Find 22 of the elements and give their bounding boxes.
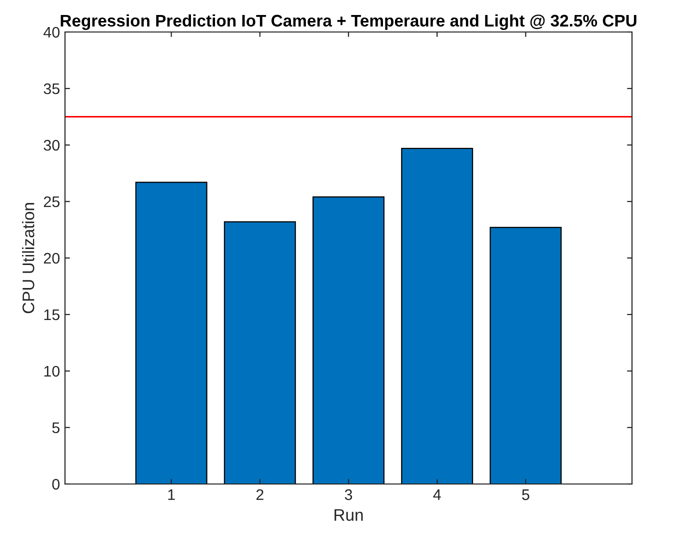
y-axis-title: CPU Utilization bbox=[22, 203, 34, 314]
y-tick-label: 40 bbox=[44, 26, 60, 38]
y-tick-label: 5 bbox=[52, 422, 60, 434]
x-tick-label: 4 bbox=[433, 489, 441, 500]
bar bbox=[490, 226, 562, 484]
y-tick-label: 10 bbox=[44, 366, 60, 377]
y-tick-label: 35 bbox=[44, 83, 60, 94]
x-tick-label: 5 bbox=[522, 489, 530, 500]
bar bbox=[224, 221, 296, 484]
y-tick-label: 20 bbox=[44, 252, 60, 264]
x-tick-label: 3 bbox=[344, 489, 352, 500]
x-tick-label: 2 bbox=[256, 489, 264, 500]
chart-title: Regression Prediction IoT Camera + Temperaure and Light @ 32.5% CPU bbox=[60, 14, 636, 30]
y-tick-label: 30 bbox=[44, 140, 60, 151]
y-tick-label: 15 bbox=[44, 310, 60, 320]
bar bbox=[312, 196, 384, 484]
y-tick-label: 25 bbox=[44, 196, 60, 208]
x-axis-title: Run bbox=[334, 509, 363, 521]
x-tick-label: 1 bbox=[168, 489, 175, 500]
bar bbox=[135, 182, 208, 484]
y-tick-label: 0 bbox=[52, 478, 60, 490]
bar bbox=[401, 148, 474, 484]
